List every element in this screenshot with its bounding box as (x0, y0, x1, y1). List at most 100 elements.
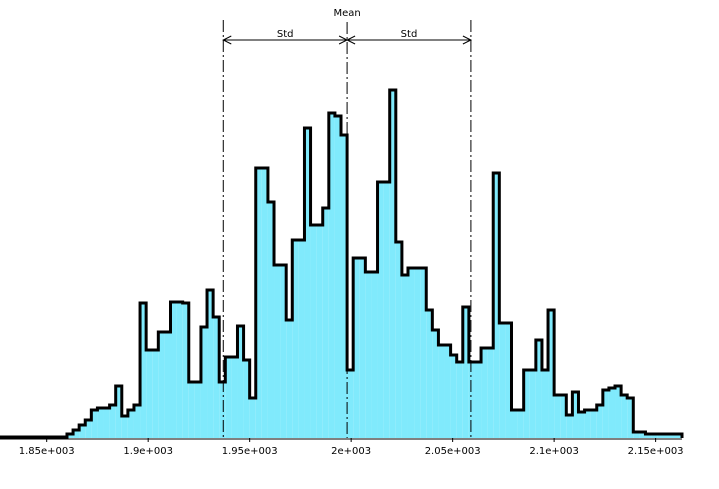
x-tick-label: 2e+003 (331, 446, 371, 457)
bar (383, 182, 390, 438)
std-label: Std (401, 29, 418, 40)
bar (91, 410, 98, 438)
bar (572, 392, 579, 438)
bar (615, 386, 622, 438)
bar (487, 348, 494, 438)
bar (280, 265, 287, 438)
bar (255, 168, 262, 438)
bar (341, 135, 348, 438)
bar (529, 370, 536, 438)
bar (298, 240, 305, 438)
bar (353, 258, 360, 438)
bar (633, 432, 640, 438)
bar (401, 275, 408, 438)
bar (462, 307, 469, 438)
bar (274, 265, 281, 438)
bar (365, 272, 372, 438)
x-tick-label: 1.9e+003 (123, 446, 173, 457)
bar (438, 345, 445, 438)
bar (481, 348, 488, 438)
bar (188, 382, 195, 438)
bar (170, 302, 177, 438)
bar (310, 225, 317, 438)
bar (109, 405, 116, 438)
bar (511, 410, 518, 438)
bar (450, 355, 457, 438)
bar (523, 370, 530, 438)
bar (444, 345, 451, 438)
bar (121, 416, 128, 438)
bar (267, 202, 275, 438)
bar (590, 410, 597, 438)
bar (584, 410, 591, 438)
bar (389, 90, 396, 438)
bar (97, 408, 104, 438)
x-tick-label: 1.85e+003 (19, 446, 75, 457)
bar (231, 357, 238, 438)
bar (219, 382, 226, 438)
bar (316, 225, 323, 438)
bar (328, 113, 335, 438)
bar (560, 395, 567, 438)
bar (474, 362, 482, 438)
bar (468, 362, 475, 438)
bar (395, 242, 402, 438)
bar (152, 350, 159, 438)
bar (651, 434, 658, 438)
bar (207, 290, 214, 438)
bar (66, 434, 74, 438)
bar (578, 412, 585, 438)
bar (176, 302, 183, 438)
bar (657, 434, 682, 438)
bar (359, 258, 366, 438)
bar (85, 420, 92, 438)
bar (426, 310, 433, 438)
bar (292, 240, 299, 438)
histogram-outline (0, 88, 684, 439)
bar (140, 303, 147, 438)
bar (164, 332, 171, 438)
bar (456, 362, 463, 438)
mean-label: Mean (333, 8, 360, 19)
bar (407, 268, 415, 438)
bar (517, 410, 524, 438)
bar (237, 326, 244, 438)
x-tick-label: 1.95e+003 (222, 446, 278, 457)
bar (334, 116, 341, 438)
arrow-head (462, 35, 473, 45)
bar (566, 415, 573, 438)
bar (493, 173, 500, 438)
bar (414, 268, 421, 438)
bar (596, 405, 603, 438)
bar (548, 310, 555, 438)
bar (225, 357, 232, 438)
bar (146, 350, 153, 438)
bar (432, 330, 439, 438)
bar (73, 430, 80, 438)
bar (621, 395, 628, 438)
bar (249, 398, 256, 438)
std-label: Std (277, 29, 294, 40)
bar (505, 323, 512, 438)
bar (535, 340, 542, 438)
bar (243, 360, 250, 438)
bar (608, 388, 616, 438)
bar (627, 398, 634, 438)
bar (420, 268, 427, 438)
arrow-head (345, 35, 356, 45)
bar (200, 327, 208, 438)
bar (645, 434, 652, 438)
bar (194, 382, 201, 438)
bar (182, 303, 189, 438)
bar (322, 208, 329, 438)
bar (377, 182, 384, 438)
bar (499, 323, 506, 438)
bar (371, 272, 378, 438)
bar (554, 395, 561, 438)
bar (602, 390, 609, 438)
x-tick-label: 2.05e+003 (425, 446, 481, 457)
bar (133, 405, 141, 438)
bar (79, 425, 86, 438)
x-tick-label: 2.1e+003 (529, 446, 579, 457)
